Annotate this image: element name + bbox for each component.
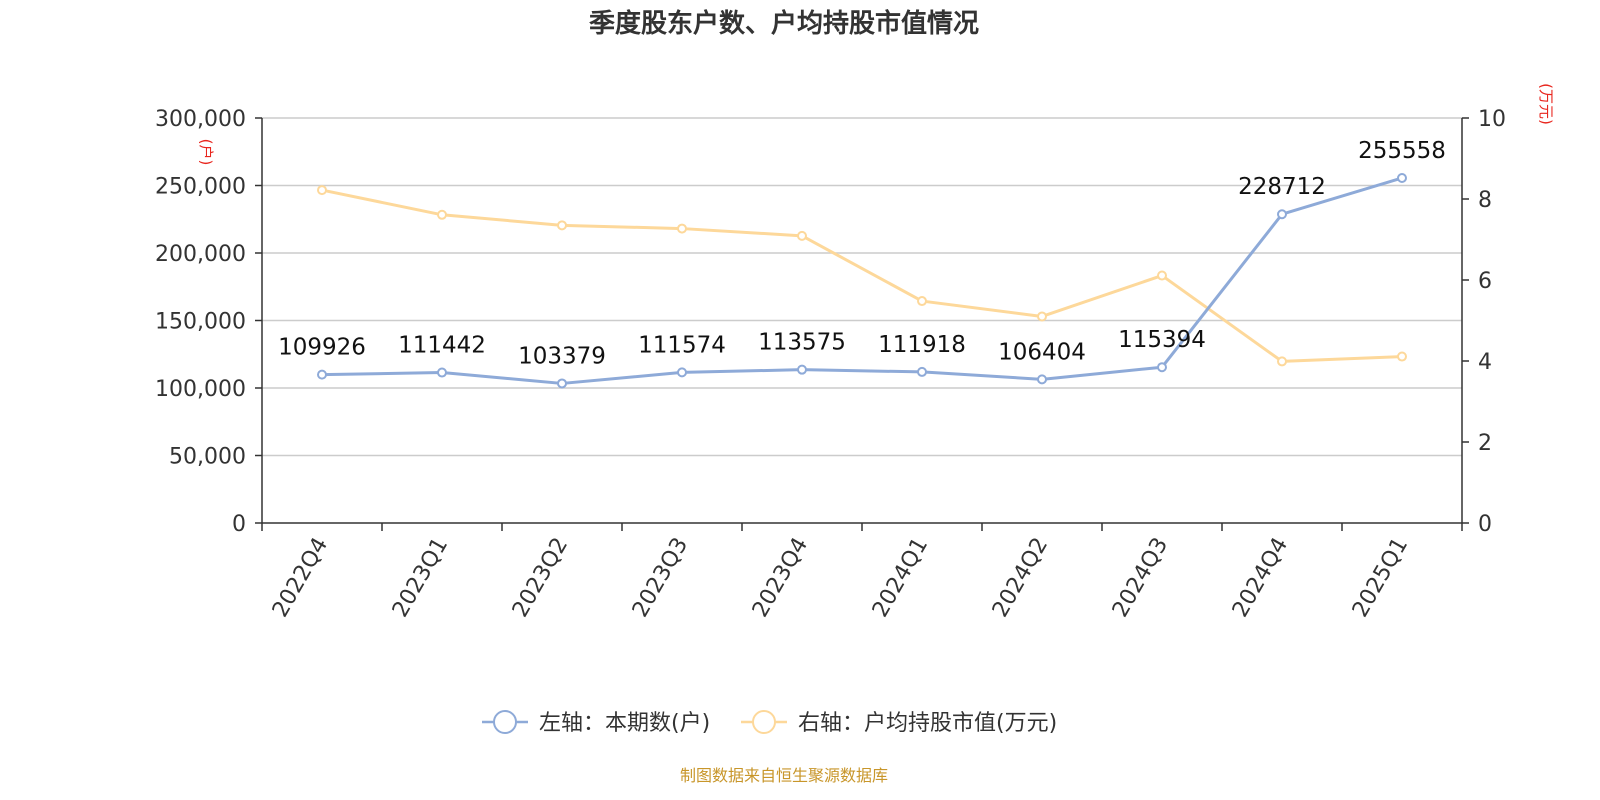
data-point [677, 367, 687, 378]
legend[interactable]: 左轴：本期数(户) 右轴：户均持股市值(万元) [482, 710, 1057, 736]
data-label: 113575 [758, 330, 846, 356]
data-point [917, 366, 927, 377]
data-point [317, 369, 327, 380]
data-label: 115394 [1118, 327, 1206, 353]
data-point [917, 296, 927, 307]
data-point [1037, 311, 1047, 322]
left-tick-label: 300,000 [155, 107, 246, 132]
x-tick-label: 2024Q3 [1108, 534, 1173, 622]
x-tick-label: 2024Q4 [1228, 534, 1293, 622]
legend-swatch-marker [752, 710, 776, 734]
data-point [1157, 362, 1167, 373]
series-line-avg-value [321, 188, 1403, 363]
data-label: 103379 [518, 343, 606, 369]
legend-label: 左轴：本期数(户) [539, 711, 710, 736]
data-point [1037, 374, 1047, 385]
data-point [1157, 270, 1167, 281]
left-tick-label: 100,000 [155, 377, 246, 402]
data-label: 111574 [638, 332, 726, 358]
data-label: 111442 [398, 333, 486, 359]
source-note: 制图数据来自恒生聚源数据库 [680, 766, 888, 785]
x-tick-label: 2022Q4 [268, 534, 333, 622]
data-label: 109926 [278, 335, 366, 361]
data-label: 255558 [1358, 138, 1446, 164]
legend-label: 右轴：户均持股市值(万元) [798, 711, 1057, 736]
data-point [1277, 209, 1287, 220]
x-tick-label: 2023Q4 [748, 534, 813, 622]
data-label: 106404 [998, 339, 1086, 365]
left-tick-label: 150,000 [155, 310, 246, 335]
grid [262, 117, 1462, 457]
legend-swatch-marker [493, 710, 517, 734]
legend-item-avg-value[interactable]: 右轴：户均持股市值(万元) [741, 710, 1057, 736]
data-point [557, 220, 567, 231]
left-tick-label: 200,000 [155, 242, 246, 267]
right-tick-label: 10 [1478, 107, 1506, 132]
data-label: 111918 [878, 332, 966, 358]
left-tick-label: 0 [232, 512, 246, 537]
x-tick-label: 2023Q1 [388, 534, 453, 622]
data-point [437, 367, 447, 378]
x-tick-label: 2023Q3 [628, 534, 693, 622]
left-tick-label: 50,000 [169, 445, 246, 470]
data-point [1277, 356, 1287, 367]
chart-title: 季度股东户数、户均持股市值情况 [589, 8, 979, 39]
data-point [797, 230, 807, 241]
right-tick-label: 2 [1478, 431, 1492, 456]
legend-item-holders[interactable]: 左轴：本期数(户) [482, 710, 710, 736]
right-tick-label: 6 [1478, 269, 1492, 294]
data-point [437, 209, 447, 220]
left-tick-label: 250,000 [155, 175, 246, 200]
x-tick-label: 2023Q2 [508, 534, 573, 622]
data-point [1397, 351, 1407, 362]
data-labels: 109926 111442 103379 111574 113575 111918 1064… [278, 138, 1446, 369]
data-point [677, 223, 687, 234]
series-line-holders [321, 176, 1403, 385]
data-point [797, 364, 807, 375]
x-tick-label: 2025Q1 [1348, 534, 1413, 622]
series-layer [317, 172, 1407, 389]
data-point [1397, 172, 1407, 183]
x-tick-label: 2024Q2 [988, 534, 1053, 622]
data-label: 228712 [1238, 174, 1326, 200]
right-tick-label: 4 [1478, 350, 1492, 375]
data-point [317, 185, 327, 196]
data-point [557, 378, 567, 389]
left-axis-unit: (户) [197, 139, 215, 166]
right-axis-unit: (万元) [1537, 83, 1555, 125]
right-tick-label: 0 [1478, 512, 1492, 537]
right-tick-label: 8 [1478, 188, 1492, 213]
x-tick-label: 2024Q1 [868, 534, 933, 622]
